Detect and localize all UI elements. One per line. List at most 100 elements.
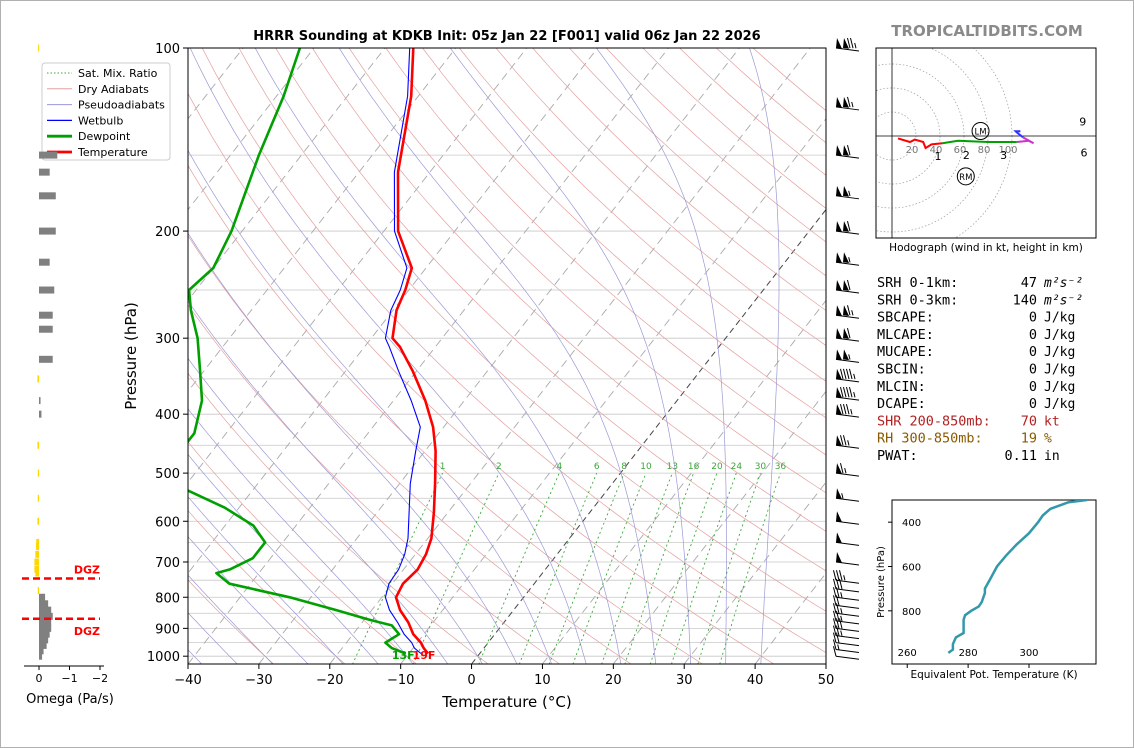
barb-shaft: [835, 627, 860, 632]
dry-adiabat-line: [348, 48, 826, 494]
omega-bar: [35, 550, 39, 558]
barb-flag: [843, 328, 849, 339]
mixing-ratio-line: [548, 472, 625, 664]
mixing-ratio-label: 1: [440, 462, 446, 472]
index-label: PWAT:: [877, 448, 918, 464]
mixing-ratio-label: 20: [711, 462, 723, 472]
mixing-ratio-line: [601, 472, 673, 664]
barb-flag: [836, 387, 842, 398]
temperature-profile: [391, 48, 437, 655]
mixing-ratio-label: 24: [731, 462, 743, 472]
pseudoadiabat-line: [450, 48, 692, 664]
index-value: 140: [1013, 292, 1037, 308]
barb-flag: [836, 280, 842, 291]
legend-box: [41, 62, 171, 161]
mixing-ratio-line: [624, 472, 695, 664]
x-tick-label: 10: [534, 673, 551, 688]
hodograph-plot: 20 40 60 80 100 LM RM 1 2 3 6 9 Hodograph (wind in k…: [875, 47, 1097, 254]
index-row: SRH 0-3km: 140 m²s⁻²: [877, 292, 1083, 308]
wind-barb: [835, 185, 860, 200]
wind-barb: [833, 632, 860, 647]
omega-bar: [39, 258, 50, 266]
y-tick-label: 100: [155, 42, 180, 57]
omega-bar: [37, 494, 39, 502]
y-tick-label: 700: [155, 556, 180, 571]
isotherm-line: [188, 48, 528, 483]
barb-flag: [836, 349, 842, 361]
barb-feather: [846, 387, 850, 398]
dry-adiabat-line: [752, 48, 826, 112]
mixing-ratio-label: 8: [621, 462, 627, 472]
legend-label: Sat. Mix. Ratio: [78, 67, 158, 80]
barb-flag: [836, 221, 842, 232]
index-value: 0: [1029, 362, 1037, 378]
barb-half-feather: [851, 101, 854, 108]
barb-feather: [836, 625, 840, 636]
hodo-trace: [1013, 130, 1024, 138]
barb-flag: [836, 96, 842, 108]
pseudoadiabat-line: [338, 48, 657, 664]
barb-feather: [833, 603, 837, 614]
wind-barb: [835, 404, 860, 418]
barb-shaft: [835, 642, 860, 647]
barb-half-feather: [853, 373, 856, 380]
barb-flag: [843, 252, 849, 263]
barb-feather: [839, 578, 843, 590]
wind-barb: [835, 144, 860, 159]
barb-feather: [833, 610, 837, 622]
pseudoadiabat-line: [188, 453, 379, 664]
barb-flag: [836, 328, 842, 339]
hodo-height-label: 2: [963, 149, 970, 162]
index-label: MLCAPE:: [877, 327, 934, 343]
dewpoint-profile: [188, 48, 406, 655]
index-unit: m²s⁻²: [1043, 276, 1083, 291]
dry-adiabat-line: [422, 48, 826, 419]
barb-flag: [836, 463, 842, 474]
index-unit: %: [1044, 432, 1052, 447]
mixing-ratio-label: 2: [496, 462, 502, 472]
mixing-ratio-line: [518, 472, 598, 664]
dry-adiabat-line: [238, 48, 826, 612]
omega-bar: [37, 469, 39, 477]
dry-adiabat-line: [188, 304, 560, 664]
theta-e-y-tick-label: 600: [902, 562, 921, 573]
x-tick-label: 20: [605, 673, 622, 688]
theta-e-x-tick-label: 260: [898, 648, 917, 659]
x-tick-label: 50: [818, 673, 835, 688]
y-tick-label: 600: [155, 515, 180, 530]
barb-half-feather: [848, 354, 851, 360]
wind-barb: [833, 618, 860, 632]
barb-half-feather: [850, 409, 853, 415]
omega-bar: [39, 636, 49, 644]
x-tick-label: 30: [676, 673, 693, 688]
barb-feather: [839, 618, 843, 629]
index-label: SBCIN:: [877, 362, 926, 378]
barb-flag: [836, 145, 842, 156]
isotherm-line: [471, 208, 826, 664]
wind-barb: [835, 368, 860, 383]
mixing-ratio-line: [412, 472, 500, 664]
hodo-ring-label: 60: [954, 145, 967, 156]
wind-barb: [835, 387, 860, 401]
barb-feather: [849, 368, 853, 380]
index-value: 0: [1029, 379, 1037, 395]
hodo-height-label: 3: [1000, 149, 1007, 162]
index-unit: kt: [1044, 414, 1060, 429]
dry-adiabat-line: [188, 579, 274, 664]
hodo-ring-label: 100: [998, 145, 1017, 156]
dry-adiabat-line: [275, 48, 826, 572]
barb-flag: [836, 435, 842, 447]
barb-feather: [847, 220, 851, 232]
omega-bar: [39, 647, 44, 655]
dry-adiabat-line: [188, 164, 703, 664]
barb-feather: [836, 632, 840, 643]
pseudoadiabat-line: [188, 536, 309, 664]
barb-feather: [840, 368, 844, 380]
barb-half-feather: [848, 257, 851, 263]
y-tick-label: 800: [155, 591, 180, 606]
barb-shaft: [835, 635, 860, 640]
wind-barb: [835, 551, 860, 566]
dry-adiabat-line: [201, 48, 826, 653]
isotherm-line: [400, 117, 826, 664]
x-tick-label: 0: [467, 673, 475, 688]
